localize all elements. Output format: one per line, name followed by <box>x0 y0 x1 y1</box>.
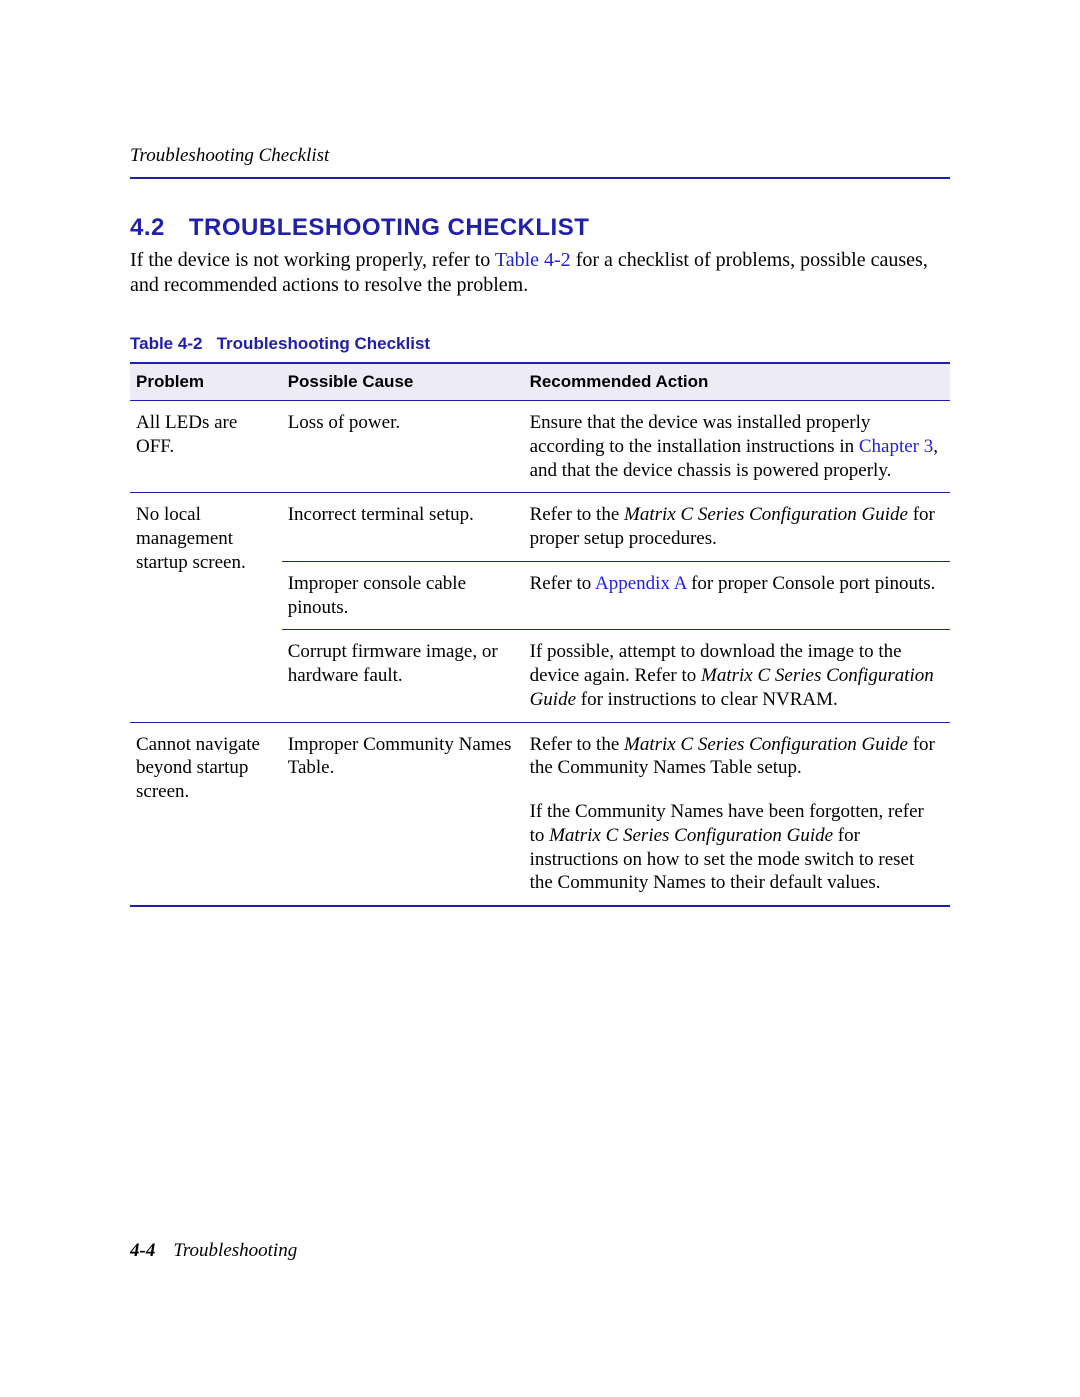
cell-action: Refer to the Matrix C Series Configurati… <box>524 722 950 790</box>
cell-cause: Incorrect terminal setup. <box>282 493 524 562</box>
cell-cause: Improper Community Names Table. <box>282 722 524 906</box>
action-italic: Matrix C Series Configuration Guide <box>549 825 833 846</box>
page-number: 4-4 <box>130 1240 155 1261</box>
action-pre: Ensure that the device was installed pro… <box>530 412 871 457</box>
appendix-xref-link[interactable]: Appendix A <box>595 573 686 594</box>
action-pre: Refer to the <box>530 504 624 525</box>
chapter-xref-link[interactable]: Chapter 3 <box>859 436 933 457</box>
cell-cause: Improper console cable pinouts. <box>282 561 524 630</box>
troubleshooting-table: Problem Possible Cause Recommended Actio… <box>130 362 950 907</box>
table-row: Cannot navigate beyond startup screen. I… <box>130 722 950 790</box>
action-post: for instructions to clear NVRAM. <box>576 689 838 710</box>
cell-problem: No local management startup screen. <box>130 493 282 722</box>
section-number: 4.2 <box>130 214 165 241</box>
action-pre: Refer to the <box>530 734 624 755</box>
running-header: Troubleshooting Checklist <box>130 145 950 179</box>
cell-cause: Corrupt firmware image, or hardware faul… <box>282 630 524 722</box>
cell-action: If possible, attempt to download the ima… <box>524 630 950 722</box>
section-heading: 4.2 TROUBLESHOOTING CHECKLIST <box>130 214 950 242</box>
table-xref-link[interactable]: Table 4-2 <box>495 249 571 271</box>
cell-problem: All LEDs are OFF. <box>130 401 282 493</box>
cell-action: Refer to Appendix A for proper Console p… <box>524 561 950 630</box>
col-header-problem: Problem <box>130 363 282 401</box>
table-caption: Table 4-2 Troubleshooting Checklist <box>130 334 950 354</box>
table-caption-title: Troubleshooting Checklist <box>217 334 430 353</box>
intro-paragraph: If the device is not working properly, r… <box>130 248 950 298</box>
table-row: No local management startup screen. Inco… <box>130 493 950 562</box>
page-footer: 4-4 Troubleshooting <box>130 1240 297 1262</box>
col-header-cause: Possible Cause <box>282 363 524 401</box>
cell-cause: Loss of power. <box>282 401 524 493</box>
action-italic: Matrix C Series Configuration Guide <box>624 504 908 525</box>
action-post: for proper Console port pinouts. <box>686 573 935 594</box>
section-title: TROUBLESHOOTING CHECKLIST <box>189 214 590 241</box>
col-header-action: Recommended Action <box>524 363 950 401</box>
action-italic: Matrix C Series Configuration Guide <box>624 734 908 755</box>
cell-problem: Cannot navigate beyond startup screen. <box>130 722 282 906</box>
footer-chapter: Troubleshooting <box>173 1240 297 1261</box>
cell-action: If the Community Names have been forgott… <box>524 790 950 906</box>
table-header-row: Problem Possible Cause Recommended Actio… <box>130 363 950 401</box>
action-pre: Refer to <box>530 573 595 594</box>
cell-action: Ensure that the device was installed pro… <box>524 401 950 493</box>
cell-action: Refer to the Matrix C Series Configurati… <box>524 493 950 562</box>
intro-pre: If the device is not working properly, r… <box>130 249 495 271</box>
table-row: All LEDs are OFF. Loss of power. Ensure … <box>130 401 950 493</box>
table-caption-label: Table 4-2 <box>130 334 202 353</box>
